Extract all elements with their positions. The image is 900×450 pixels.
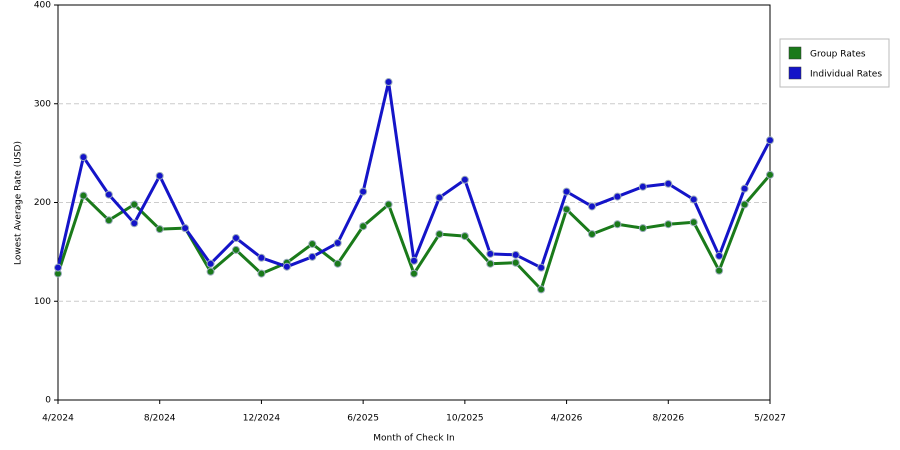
data-point bbox=[282, 262, 291, 271]
data-point bbox=[410, 256, 418, 265]
data-point bbox=[206, 259, 215, 268]
data-point bbox=[613, 192, 622, 201]
data-point bbox=[308, 239, 317, 248]
y-tick-label: 100 bbox=[34, 297, 51, 307]
x-tick-label: 8/2026 bbox=[652, 414, 684, 424]
data-point bbox=[588, 230, 596, 239]
data-point bbox=[562, 187, 571, 196]
legend-swatch bbox=[788, 46, 802, 60]
data-point bbox=[664, 220, 673, 229]
x-tick-label: 4/2026 bbox=[551, 414, 583, 424]
x-tick-label: 12/2024 bbox=[243, 414, 281, 424]
data-point bbox=[689, 218, 698, 227]
data-point bbox=[333, 238, 342, 247]
data-point bbox=[359, 187, 368, 196]
data-point bbox=[588, 202, 596, 211]
data-point bbox=[384, 200, 393, 209]
data-point bbox=[664, 179, 673, 188]
data-point bbox=[104, 190, 113, 199]
data-point bbox=[766, 170, 774, 179]
data-point bbox=[384, 78, 393, 87]
data-point bbox=[562, 205, 571, 214]
data-point bbox=[410, 269, 418, 278]
data-point bbox=[435, 193, 444, 202]
y-axis-label: Lowest Average Rate (USD) bbox=[14, 141, 24, 265]
y-tick-label: 300 bbox=[34, 99, 51, 109]
x-tick-label: 10/2025 bbox=[446, 414, 483, 424]
data-point bbox=[486, 249, 495, 258]
data-point bbox=[740, 184, 749, 193]
legend-label: Individual Rates bbox=[810, 70, 882, 80]
x-tick-label: 5/2027 bbox=[754, 414, 786, 424]
data-point bbox=[181, 224, 190, 233]
data-point bbox=[638, 182, 647, 191]
data-point bbox=[333, 259, 342, 268]
data-point bbox=[79, 153, 88, 162]
data-point bbox=[715, 251, 724, 260]
x-axis-label: Month of Check In bbox=[373, 434, 455, 444]
x-tick-label: 8/2024 bbox=[144, 414, 176, 424]
data-point bbox=[257, 269, 266, 278]
data-point bbox=[537, 285, 546, 294]
data-point bbox=[79, 191, 88, 200]
x-tick-label: 6/2025 bbox=[347, 414, 379, 424]
data-point bbox=[206, 267, 215, 276]
data-point bbox=[54, 263, 62, 272]
data-point bbox=[460, 232, 469, 241]
data-point bbox=[155, 225, 164, 234]
x-tick-label: 4/2024 bbox=[42, 414, 74, 424]
data-point bbox=[130, 219, 139, 228]
data-point bbox=[766, 136, 774, 145]
data-point bbox=[359, 222, 368, 231]
legend-swatch bbox=[788, 66, 802, 80]
legend-box bbox=[779, 38, 890, 88]
y-tick-label: 0 bbox=[45, 396, 51, 406]
data-point bbox=[740, 200, 749, 209]
data-point bbox=[638, 224, 647, 233]
data-point bbox=[511, 250, 520, 259]
data-point bbox=[613, 220, 622, 229]
data-point bbox=[460, 175, 469, 184]
y-tick-label: 200 bbox=[34, 198, 51, 208]
data-point bbox=[232, 245, 240, 254]
legend-label: Group Rates bbox=[810, 50, 866, 60]
data-point bbox=[104, 216, 113, 225]
y-tick-label: 400 bbox=[34, 1, 51, 11]
data-point bbox=[715, 266, 724, 275]
data-point bbox=[511, 258, 520, 267]
data-point bbox=[486, 259, 495, 268]
data-point bbox=[308, 252, 317, 261]
data-point bbox=[257, 253, 266, 262]
data-point bbox=[232, 234, 240, 243]
data-point bbox=[130, 200, 139, 209]
data-point bbox=[435, 230, 444, 239]
data-point bbox=[155, 171, 164, 180]
data-point bbox=[689, 195, 698, 204]
data-point bbox=[537, 263, 546, 272]
